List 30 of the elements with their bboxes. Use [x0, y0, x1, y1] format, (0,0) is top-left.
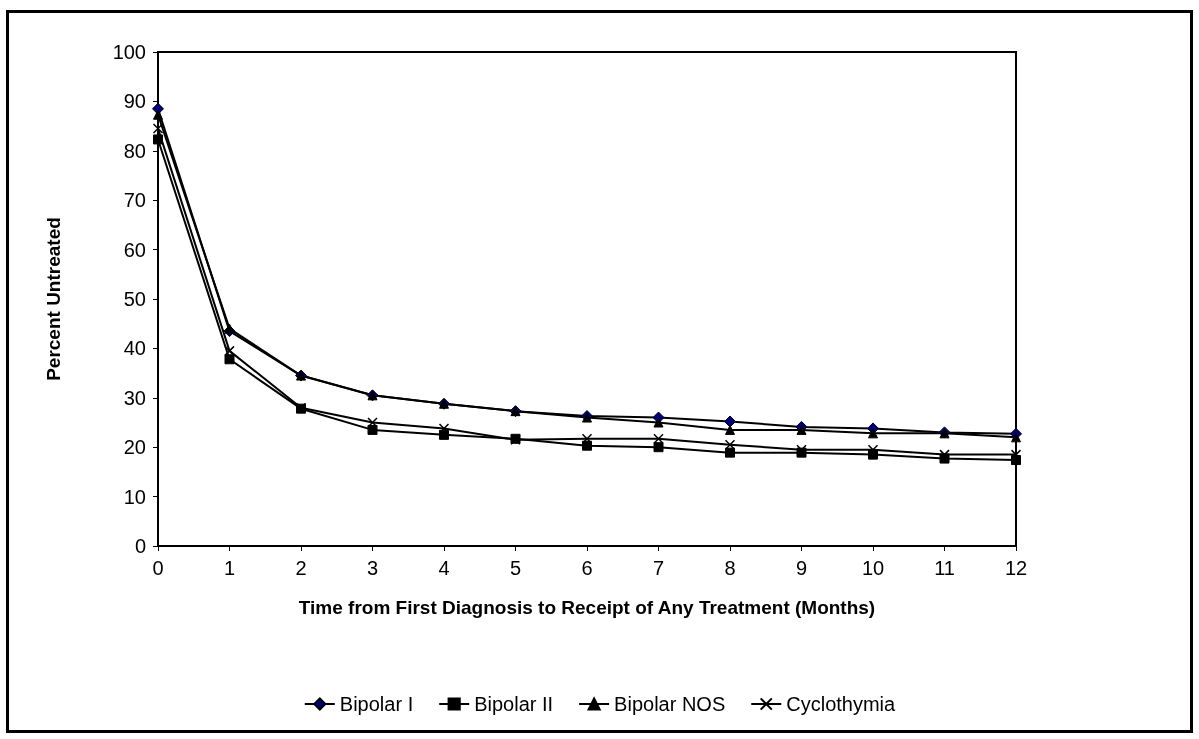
y-tick-label: 50 [123, 288, 146, 310]
x-tick-label: 10 [861, 557, 885, 579]
y-tick-label: 10 [123, 485, 146, 508]
y-tick-label: 70 [123, 189, 146, 212]
x-tick-label: 2 [295, 557, 307, 579]
x-tick-label: 8 [724, 557, 736, 579]
x-tick-label: 6 [581, 557, 593, 579]
x-tick-label: 0 [152, 557, 164, 579]
y-tick-label: 100 [112, 41, 146, 63]
y-tick-label: 0 [134, 535, 146, 557]
y-tick-label: 80 [123, 139, 146, 162]
x-tick-label: 9 [795, 557, 808, 579]
x-tick-label: 3 [366, 557, 379, 579]
legend-label: Cyclothymia [786, 693, 897, 715]
x-tick-label: 1 [223, 557, 236, 579]
y-tick-label: 90 [123, 90, 146, 113]
x-tick-label: 7 [652, 557, 665, 579]
y-tick-label: 40 [123, 337, 146, 360]
y-tick-label: 20 [123, 436, 146, 459]
y-tick-label: 30 [123, 386, 146, 409]
x-tick-label: 4 [438, 557, 450, 579]
legend-label: Bipolar NOS [614, 693, 726, 715]
y-tick-label: 60 [123, 238, 146, 261]
legend-label: Bipolar II [474, 693, 554, 715]
y-axis-title: Percent Untreated [43, 217, 64, 381]
x-axis-title: Time from First Diagnosis to Receipt of Any Treatment (Months) [298, 597, 876, 618]
legend-label: Bipolar I [339, 693, 414, 715]
x-tick-label: 12 [1004, 557, 1028, 579]
x-tick-label: 11 [934, 557, 955, 579]
x-tick-label: 5 [509, 557, 522, 579]
